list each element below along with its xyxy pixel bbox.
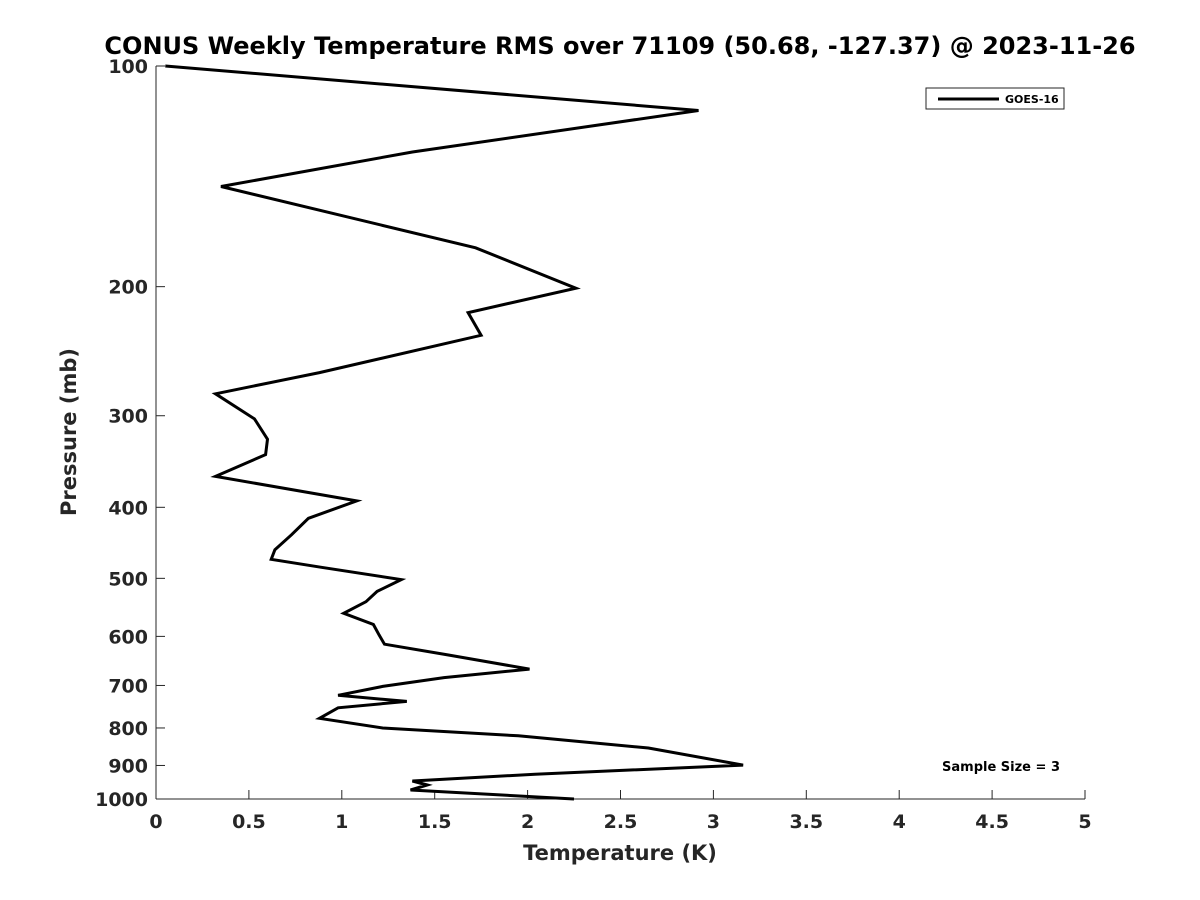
plot-area [156, 66, 1085, 799]
x-tick-label: 2.5 [604, 811, 638, 833]
x-axis-label: Temperature (K) [523, 841, 717, 865]
y-tick-label: 800 [108, 718, 148, 740]
y-tick-label: 100 [108, 56, 148, 78]
series-line-goes-16 [165, 64, 744, 801]
y-tick-label: 500 [108, 568, 148, 590]
x-tick-label: 2 [521, 811, 534, 833]
y-tick-label: 400 [108, 497, 148, 519]
x-tick-label: 3 [707, 811, 720, 833]
legend: GOES-16 [925, 87, 1065, 110]
x-tick-label: 0.5 [232, 811, 266, 833]
y-tick-label: 700 [108, 675, 148, 697]
x-tick-label: 4.5 [975, 811, 1009, 833]
y-tick-label: 200 [108, 277, 148, 299]
x-tick-label: 3.5 [789, 811, 823, 833]
x-tick-label: 4 [893, 811, 906, 833]
y-tick-label: 1000 [95, 789, 148, 811]
x-axis-ticks: 0 0.5 1 1.5 2 2.5 3 3.5 4 4.5 5 [149, 790, 1092, 833]
y-axis-label: Pressure (mb) [57, 348, 81, 516]
y-tick-label: 300 [108, 406, 148, 428]
x-tick-label: 1 [335, 811, 348, 833]
y-axis-ticks: 100 200 300 400 500 600 700 800 900 1000 [95, 56, 165, 811]
legend-entry-goes-16: GOES-16 [1005, 93, 1059, 106]
x-tick-label: 1.5 [418, 811, 452, 833]
sample-size-annotation: Sample Size = 3 [942, 760, 1060, 775]
chart-title: CONUS Weekly Temperature RMS over 71109 … [104, 32, 1135, 60]
x-tick-label: 0 [149, 811, 162, 833]
series-layer [165, 64, 744, 801]
y-tick-label: 600 [108, 626, 148, 648]
x-tick-label: 5 [1078, 811, 1091, 833]
y-tick-label: 900 [108, 755, 148, 777]
